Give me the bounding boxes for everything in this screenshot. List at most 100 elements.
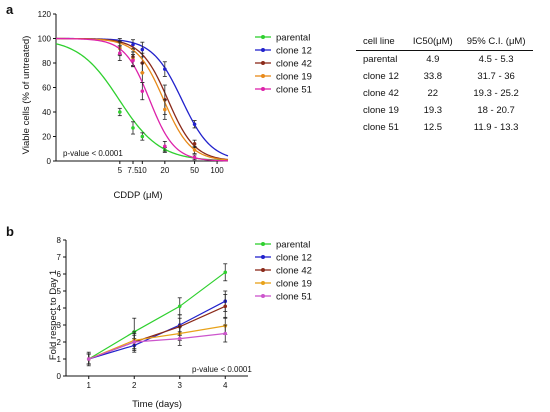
y-tick-label: 4: [57, 304, 62, 313]
series-line: [88, 325, 226, 360]
table-cell: 11.9 - 13.3: [473, 122, 519, 133]
x-tick-label: 1: [87, 381, 92, 390]
y-tick-label: 1: [57, 355, 62, 364]
table-row: clone 12 33.8 31.7 - 36: [356, 68, 533, 85]
data-point: [192, 148, 197, 152]
series-line: [55, 37, 229, 162]
y-tick-label: 120: [38, 10, 52, 19]
data-point: [118, 51, 122, 55]
x-tick-label: 50: [190, 166, 199, 175]
table-cell: 31.7 - 36: [477, 71, 515, 82]
legend-label: clone 51: [276, 292, 312, 303]
legend-label: clone 51: [276, 85, 312, 96]
table-header-cell-line: cell line: [356, 34, 406, 51]
x-tick-label: 3: [178, 381, 183, 390]
table-cell: clone 12: [363, 71, 399, 82]
x-tick-label: 100: [210, 166, 224, 175]
data-point: [192, 155, 197, 160]
y-tick-label: 80: [42, 59, 51, 68]
data-point: [131, 42, 135, 47]
data-point: [223, 304, 228, 309]
y-tick-label: 2: [57, 338, 62, 347]
x-tick-label: 2: [132, 381, 137, 390]
legend-label: clone 19: [276, 72, 312, 83]
chart-b-pvalue: p-value < 0.0001: [192, 365, 252, 374]
table-cell: clone 42: [363, 88, 399, 99]
table-header-ci: 95% C.I. (μM): [459, 34, 533, 51]
data-point: [140, 47, 145, 52]
data-point: [132, 340, 137, 344]
data-point: [223, 270, 228, 275]
legend-label: clone 42: [276, 59, 312, 70]
chart-a-xlabel: CDDP (μM): [113, 190, 162, 201]
table-row: parental 4.9 4.5 - 5.3: [356, 51, 533, 69]
y-tick-label: 3: [57, 321, 62, 330]
table-cell: 19.3: [423, 105, 443, 116]
x-tick-label: 10: [138, 166, 147, 175]
data-point: [118, 110, 122, 114]
table-header-row: cell line IC50(μM) 95% C.I. (μM): [356, 34, 533, 51]
legend-marker: [261, 87, 265, 91]
series-clone-51: [55, 37, 229, 162]
legend-marker: [261, 255, 265, 259]
data-point: [140, 89, 145, 93]
y-tick-label: 40: [42, 108, 51, 117]
data-point: [131, 126, 135, 130]
y-tick-label: 6: [57, 270, 62, 279]
table-cell: 22: [427, 88, 439, 99]
y-tick-label: 0: [57, 372, 62, 381]
table-row: clone 19 19.3 18 - 20.7: [356, 102, 533, 119]
data-point: [140, 71, 145, 75]
ic50-table: cell line IC50(μM) 95% C.I. (μM) parenta…: [356, 34, 533, 136]
table-cell: 18 - 20.7: [477, 105, 515, 116]
y-tick-label: 0: [47, 157, 52, 166]
legend-label: clone 19: [276, 279, 312, 290]
legend-marker: [261, 48, 265, 52]
legend-marker: [261, 281, 265, 285]
legend-marker: [261, 294, 265, 298]
y-tick-label: 8: [57, 236, 62, 245]
series-line: [88, 271, 226, 360]
x-tick-label: 20: [160, 166, 169, 175]
data-point: [163, 144, 167, 149]
panel-letter-b: b: [6, 224, 14, 239]
y-tick-label: 60: [42, 84, 51, 93]
table-cell: 19.3 - 25.2: [473, 88, 519, 99]
legend-label: clone 42: [276, 266, 312, 277]
series-line: [88, 332, 226, 360]
x-tick-label: 4: [223, 381, 228, 390]
data-point: [131, 58, 135, 63]
table-cell: parental: [363, 54, 398, 65]
table-row: clone 51 12.5 11.9 - 13.3: [356, 119, 533, 136]
y-tick-label: 7: [57, 253, 62, 262]
y-tick-label: 20: [42, 133, 51, 142]
data-point: [177, 304, 182, 309]
y-tick-label: 100: [38, 35, 52, 44]
legend-marker: [261, 61, 265, 65]
legend-label: parental: [276, 33, 310, 44]
legend-marker: [261, 35, 265, 39]
table-row: clone 42 22 19.3 - 25.2: [356, 85, 533, 102]
y-tick-label: 5: [57, 287, 62, 296]
dose-response-chart: Viable cells (% of untreated) CDDP (μM) …: [21, 10, 312, 201]
table-cell: 33.8: [423, 71, 443, 82]
table-cell: clone 51: [363, 122, 399, 133]
data-point: [223, 331, 228, 336]
legend-label: parental: [276, 240, 310, 251]
data-point: [140, 134, 145, 139]
data-point: [192, 122, 197, 127]
chart-a-pvalue: p-value < 0.0001: [63, 149, 123, 158]
data-point: [163, 107, 167, 112]
table-cell: 4.5 - 5.3: [478, 54, 514, 65]
legend-label: clone 12: [276, 253, 312, 264]
legend-marker: [261, 268, 265, 272]
data-point: [163, 67, 167, 71]
series-clone-12: [86, 290, 228, 365]
panel-letter-a: a: [6, 2, 14, 17]
growth-chart: Fold respect to Day 1 Time (days) p-valu…: [48, 236, 312, 410]
data-point: [177, 336, 182, 341]
table-header-ic50: IC50(μM): [405, 34, 460, 51]
legend-label: clone 12: [276, 46, 312, 57]
x-tick-label: 7.5: [127, 166, 139, 175]
